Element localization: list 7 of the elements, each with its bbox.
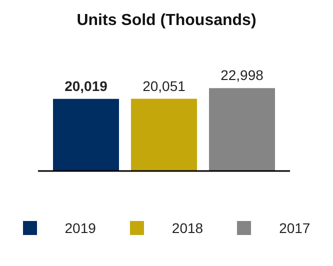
data-label: 20,019 [64, 78, 108, 94]
legend-label: 2017 [279, 220, 310, 236]
data-label: 20,051 [142, 78, 186, 94]
legend-label: 2018 [172, 220, 204, 236]
legend-label: 2019 [64, 220, 96, 236]
chart-title: Units Sold (Thousands) [76, 12, 258, 30]
data-label: 22,998 [220, 67, 264, 84]
